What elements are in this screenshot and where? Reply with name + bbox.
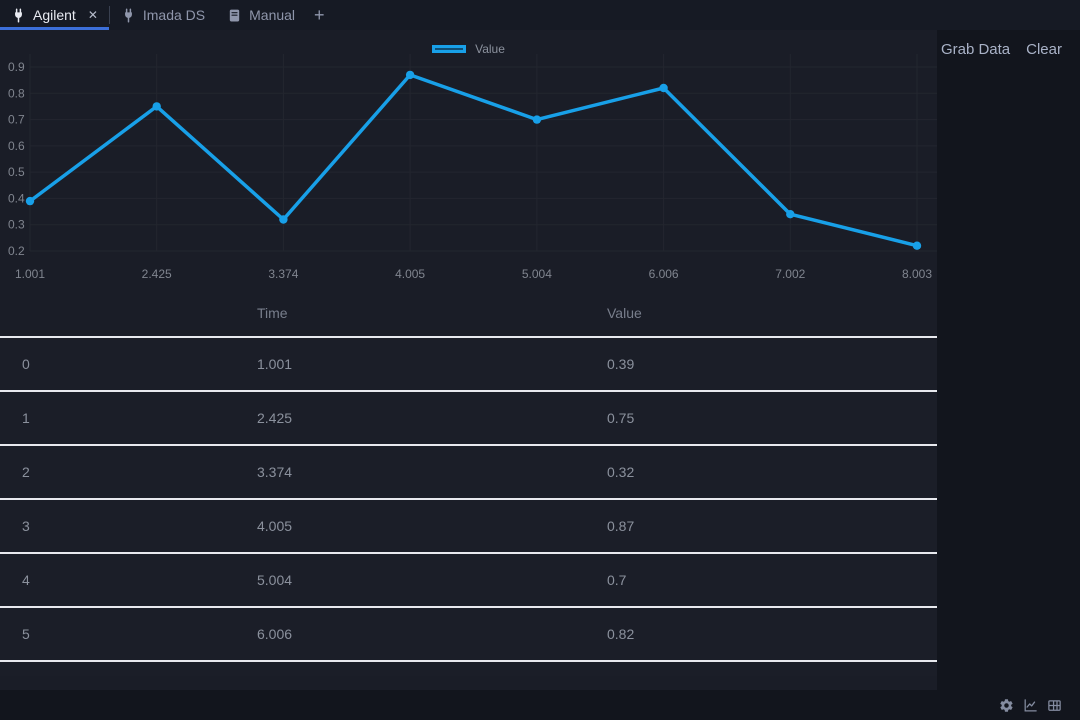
view-controls <box>999 698 1062 713</box>
y-tick-label: 0.3 <box>8 218 25 232</box>
x-tick-label: 5.004 <box>522 267 552 281</box>
tab-imada-ds[interactable]: Imada DS <box>110 0 216 30</box>
cell-index: 3 <box>0 518 235 534</box>
plug-icon <box>121 8 136 23</box>
table-row: 01.0010.39 <box>0 338 937 392</box>
cell-time: 3.374 <box>235 464 585 480</box>
gear-icon[interactable] <box>999 698 1014 713</box>
cell-value: 0.75 <box>585 410 937 426</box>
cell-time: 5.004 <box>235 572 585 588</box>
side-actions: Grab Data Clear <box>941 41 1062 58</box>
tab-manual[interactable]: Manual <box>216 0 306 30</box>
table-icon[interactable] <box>1047 698 1062 713</box>
data-point <box>786 210 794 218</box>
data-point <box>406 71 414 79</box>
x-tick-label: 3.374 <box>268 267 298 281</box>
x-tick-label: 7.002 <box>775 267 805 281</box>
data-point <box>153 102 161 110</box>
cell-time: 1.001 <box>235 356 585 372</box>
y-tick-label: 0.4 <box>8 191 25 205</box>
cell-time: 6.006 <box>235 626 585 642</box>
tab-label: Manual <box>249 7 295 23</box>
x-tick-label: 2.425 <box>142 267 172 281</box>
x-tick-label: 1.001 <box>15 267 45 281</box>
data-point <box>533 115 541 123</box>
cell-time: 4.005 <box>235 518 585 534</box>
tab-bar: Agilent ✕ Imada DS Manual + <box>0 0 1080 30</box>
cell-index: 0 <box>0 356 235 372</box>
cell-index: 1 <box>0 410 235 426</box>
legend[interactable]: Value <box>0 42 937 56</box>
data-point <box>279 215 287 223</box>
x-tick-label: 4.005 <box>395 267 425 281</box>
y-tick-label: 0.8 <box>8 86 25 100</box>
cell-value: 0.82 <box>585 626 937 642</box>
x-tick-label: 6.006 <box>649 267 679 281</box>
y-tick-label: 0.5 <box>8 165 25 179</box>
data-point <box>659 84 667 92</box>
clear-button[interactable]: Clear <box>1026 41 1062 58</box>
cell-value: 0.32 <box>585 464 937 480</box>
y-tick-label: 0.2 <box>8 244 25 258</box>
tab-label: Imada DS <box>143 7 205 23</box>
grab-data-button[interactable]: Grab Data <box>941 41 1010 58</box>
table-header: Time Value <box>0 290 937 338</box>
header-time: Time <box>235 305 585 321</box>
cell-value: 0.87 <box>585 518 937 534</box>
data-point <box>913 242 921 250</box>
table-row: 12.4250.75 <box>0 392 937 446</box>
table-row: 56.0060.82 <box>0 608 937 662</box>
cell-index: 5 <box>0 626 235 642</box>
cell-index: 4 <box>0 572 235 588</box>
cell-time: 2.425 <box>235 410 585 426</box>
legend-label: Value <box>475 42 505 56</box>
x-tick-label: 8.003 <box>902 267 932 281</box>
tab-label: Agilent <box>33 7 76 23</box>
y-tick-label: 0.9 <box>8 60 25 74</box>
table-row-partial <box>0 662 937 676</box>
close-icon[interactable]: ✕ <box>88 8 98 22</box>
device-panel: Value 0.2 0.3 0.4 0.5 0.6 0.7 0.8 0.9 1.001 2.425… <box>0 30 937 690</box>
table-row: 34.0050.87 <box>0 500 937 554</box>
y-tick-label: 0.6 <box>8 139 25 153</box>
plug-icon <box>11 8 26 23</box>
cell-value: 0.39 <box>585 356 937 372</box>
series-line <box>30 75 917 246</box>
table-row: 23.3740.32 <box>0 446 937 500</box>
y-tick-label: 0.7 <box>8 113 25 127</box>
header-value: Value <box>585 305 937 321</box>
table-body: 01.0010.3912.4250.7523.3740.3234.0050.87… <box>0 338 937 662</box>
data-point <box>26 197 34 205</box>
line-chart-icon[interactable] <box>1023 698 1038 713</box>
chart-panel: Value 0.2 0.3 0.4 0.5 0.6 0.7 0.8 0.9 1.001 2.425… <box>0 30 937 290</box>
cell-index: 2 <box>0 464 235 480</box>
tab-agilent[interactable]: Agilent ✕ <box>0 0 109 30</box>
add-tab-button[interactable]: + <box>306 0 333 30</box>
book-icon <box>227 8 242 23</box>
cell-value: 0.7 <box>585 572 937 588</box>
table-row: 45.0040.7 <box>0 554 937 608</box>
legend-swatch <box>432 45 466 53</box>
line-chart: 0.2 0.3 0.4 0.5 0.6 0.7 0.8 0.9 1.001 2.425 3.374 4… <box>0 30 937 290</box>
